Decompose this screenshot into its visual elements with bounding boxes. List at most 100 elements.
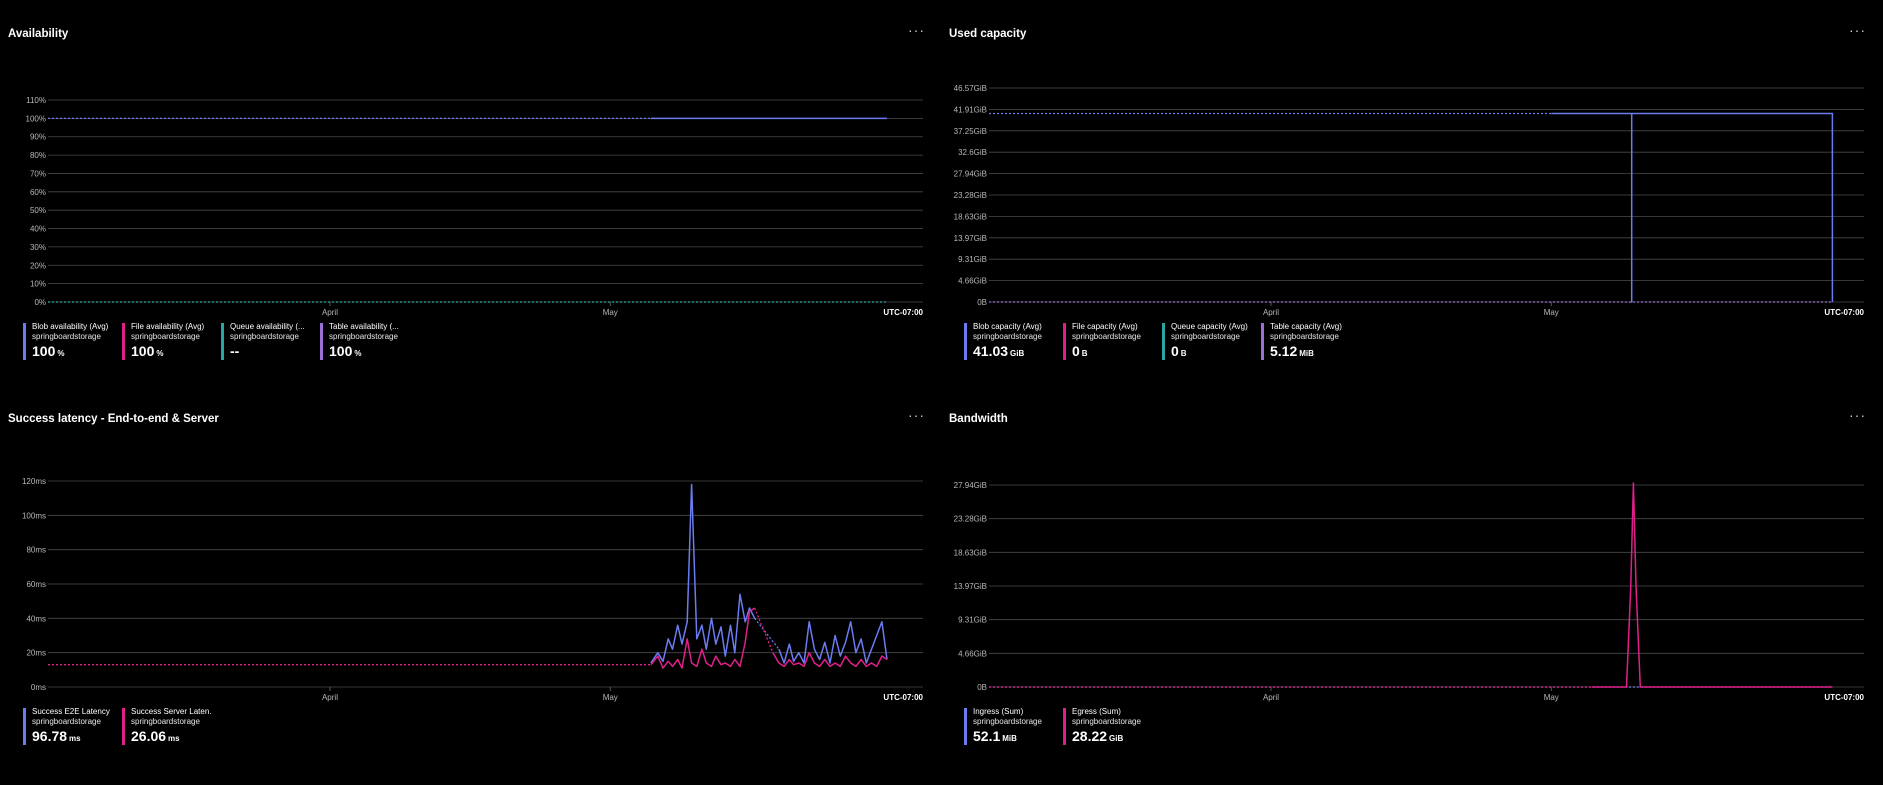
legend-swatch (1162, 323, 1165, 360)
legend-metric-name: Ingress (Sum) (973, 707, 1024, 716)
success-latency-panel: Success latency - End-to-end & Server ··… (8, 405, 933, 785)
legend-resource-name: springboardstorage (329, 332, 398, 341)
legend-swatch (320, 323, 323, 360)
y-tick-label: 50% (30, 206, 46, 215)
legend-item[interactable]: Table capacity (Avg) springboardstorage 5.… (1261, 322, 1350, 362)
y-tick-label: 18.63GiB (954, 548, 987, 557)
legend-value-number: 41.03 (973, 343, 1009, 359)
x-tick-label: April (1263, 693, 1279, 702)
legend-item[interactable]: Blob capacity (Avg) springboardstorage 41.… (964, 322, 1053, 362)
legend-resource-name: springboardstorage (32, 717, 101, 726)
y-tick-label: 40% (30, 225, 46, 234)
y-tick-label: 13.97GiB (954, 234, 987, 243)
x-tick-label: May (603, 693, 618, 702)
legend-metric-name: Success E2E Latency ... (32, 707, 112, 716)
y-tick-label: 60ms (26, 580, 46, 589)
legend-swatch (122, 708, 125, 745)
y-tick-label: 27.94GiB (954, 481, 987, 490)
y-tick-label: 20% (30, 261, 46, 270)
legend-value: 41.03 GiB (973, 343, 1053, 362)
availability-panel: Availability ··· 110% 100% 90% 80% 70% 60% 50%… (8, 20, 933, 400)
x-tick-label: May (1544, 693, 1559, 702)
more-options-icon[interactable]: ··· (908, 22, 925, 38)
y-tick-label: 60% (30, 188, 46, 197)
legend-metric-name: Blob availability (Avg) (32, 322, 109, 331)
legend-item[interactable]: Blob availability (Avg) springboardstorag… (23, 322, 112, 362)
availability-chart: 110% 100% 90% 80% 70% 60% 50% 40% 30% 20% 10% 0% Apr… (26, 96, 924, 317)
legend-swatch (122, 323, 125, 360)
timezone-label: UTC-07:00 (883, 693, 923, 702)
legend-item[interactable]: File capacity (Avg) springboardstorage 0 B (1063, 322, 1152, 362)
legend-value-number: 100 (131, 343, 155, 359)
y-tick-label: 0ms (31, 683, 46, 692)
bandwidth-panel: Bandwidth ··· 27.94GiB 23.28GiB 18.63GiB 13… (949, 405, 1874, 785)
legend-swatch (1063, 708, 1066, 745)
legend-value-number: 5.12 (1270, 343, 1298, 359)
bandwidth-chart: 27.94GiB 23.28GiB 18.63GiB 13.97GiB 9.31GiB 4… (954, 481, 1865, 702)
legend-item[interactable]: Success Server Laten... springboardstorag… (122, 707, 211, 747)
legend-value-number: 100 (32, 343, 56, 359)
legend-item[interactable]: Table availability (... springboardstorag… (320, 322, 409, 362)
legend-metric-name: Table availability (... (329, 322, 399, 331)
chart-legend: Ingress (Sum) springboardstorage 52.1 MiB Eg… (964, 707, 1152, 747)
legend-resource-name: springboardstorage (131, 332, 200, 341)
y-tick-label: 0% (34, 298, 46, 307)
legend-item[interactable]: Queue availability (... springboardstorag… (221, 322, 310, 362)
y-tick-label: 27.94GiB (954, 170, 987, 179)
legend-value: 28.22 GiB (1072, 728, 1152, 747)
legend-metric-name: Blob capacity (Avg) (973, 322, 1042, 331)
series-line (778, 621, 888, 664)
legend-resource-name: springboardstorage (131, 717, 200, 726)
y-tick-label: 120ms (22, 477, 46, 486)
y-tick-label: 23.28GiB (954, 191, 987, 200)
legend-value-number: 52.1 (973, 728, 1001, 744)
legend-value-unit: B (1081, 349, 1088, 358)
more-options-icon[interactable]: ··· (1849, 22, 1866, 38)
legend-item[interactable]: Egress (Sum) springboardstorage 28.22 GiB (1063, 707, 1152, 747)
legend-metric-name: File availability (Avg) (131, 322, 205, 331)
legend-resource-name: springboardstorage (973, 332, 1042, 341)
chart-legend: Blob capacity (Avg) springboardstorage 41.… (964, 322, 1350, 362)
legend-swatch (1261, 323, 1264, 360)
legend-metric-name: Success Server Laten... (131, 707, 211, 716)
legend-item[interactable]: Ingress (Sum) springboardstorage 52.1 MiB (964, 707, 1053, 747)
legend-value-unit: ms (168, 734, 180, 743)
legend-resource-name: springboardstorage (32, 332, 101, 341)
legend-value-unit: MiB (1002, 734, 1017, 743)
legend-swatch (23, 323, 26, 360)
legend-value-unit: B (1180, 349, 1187, 358)
legend-metric-name: Egress (Sum) (1072, 707, 1121, 716)
y-tick-label: 32.6GiB (958, 148, 987, 157)
y-tick-label: 23.28GiB (954, 515, 987, 524)
legend-value: 100% (131, 343, 211, 362)
y-tick-label: 90% (30, 133, 46, 142)
legend-value-unit: GiB (1010, 349, 1025, 358)
legend-item[interactable]: Queue capacity (Avg) springboardstorage 0 B (1162, 322, 1251, 362)
legend-value-unit: ms (69, 734, 81, 743)
y-tick-label: 4.66GiB (958, 277, 987, 286)
series-line (772, 651, 888, 668)
y-tick-label: 4.66GiB (958, 649, 987, 658)
legend-item[interactable]: File availability (Avg) springboardstorag… (122, 322, 211, 362)
legend-value-unit: % (156, 349, 164, 358)
chart-legend: Blob availability (Avg) springboardstorag… (23, 322, 409, 362)
legend-swatch (964, 323, 967, 360)
more-options-icon[interactable]: ··· (908, 407, 925, 423)
more-options-icon[interactable]: ··· (1849, 407, 1866, 423)
legend-value: -- (230, 343, 310, 362)
x-tick-label: April (322, 693, 338, 702)
legend-metric-name: Table capacity (Avg) (1270, 322, 1342, 331)
legend-value: 26.06 ms (131, 728, 211, 747)
legend-metric-name: File capacity (Avg) (1072, 322, 1138, 331)
timezone-label: UTC-07:00 (1824, 693, 1864, 702)
y-tick-label: 100% (26, 114, 46, 123)
series-line (1591, 482, 1833, 688)
legend-item[interactable]: Success E2E Latency ... springboardstorag… (23, 707, 112, 747)
legend-value-number: 96.78 (32, 728, 68, 744)
y-tick-label: 41.91GiB (954, 105, 987, 114)
legend-value: 100% (329, 343, 409, 362)
panel-title: Used capacity (949, 28, 1027, 40)
legend-resource-name: springboardstorage (1171, 332, 1240, 341)
series-line (1551, 112, 1834, 303)
